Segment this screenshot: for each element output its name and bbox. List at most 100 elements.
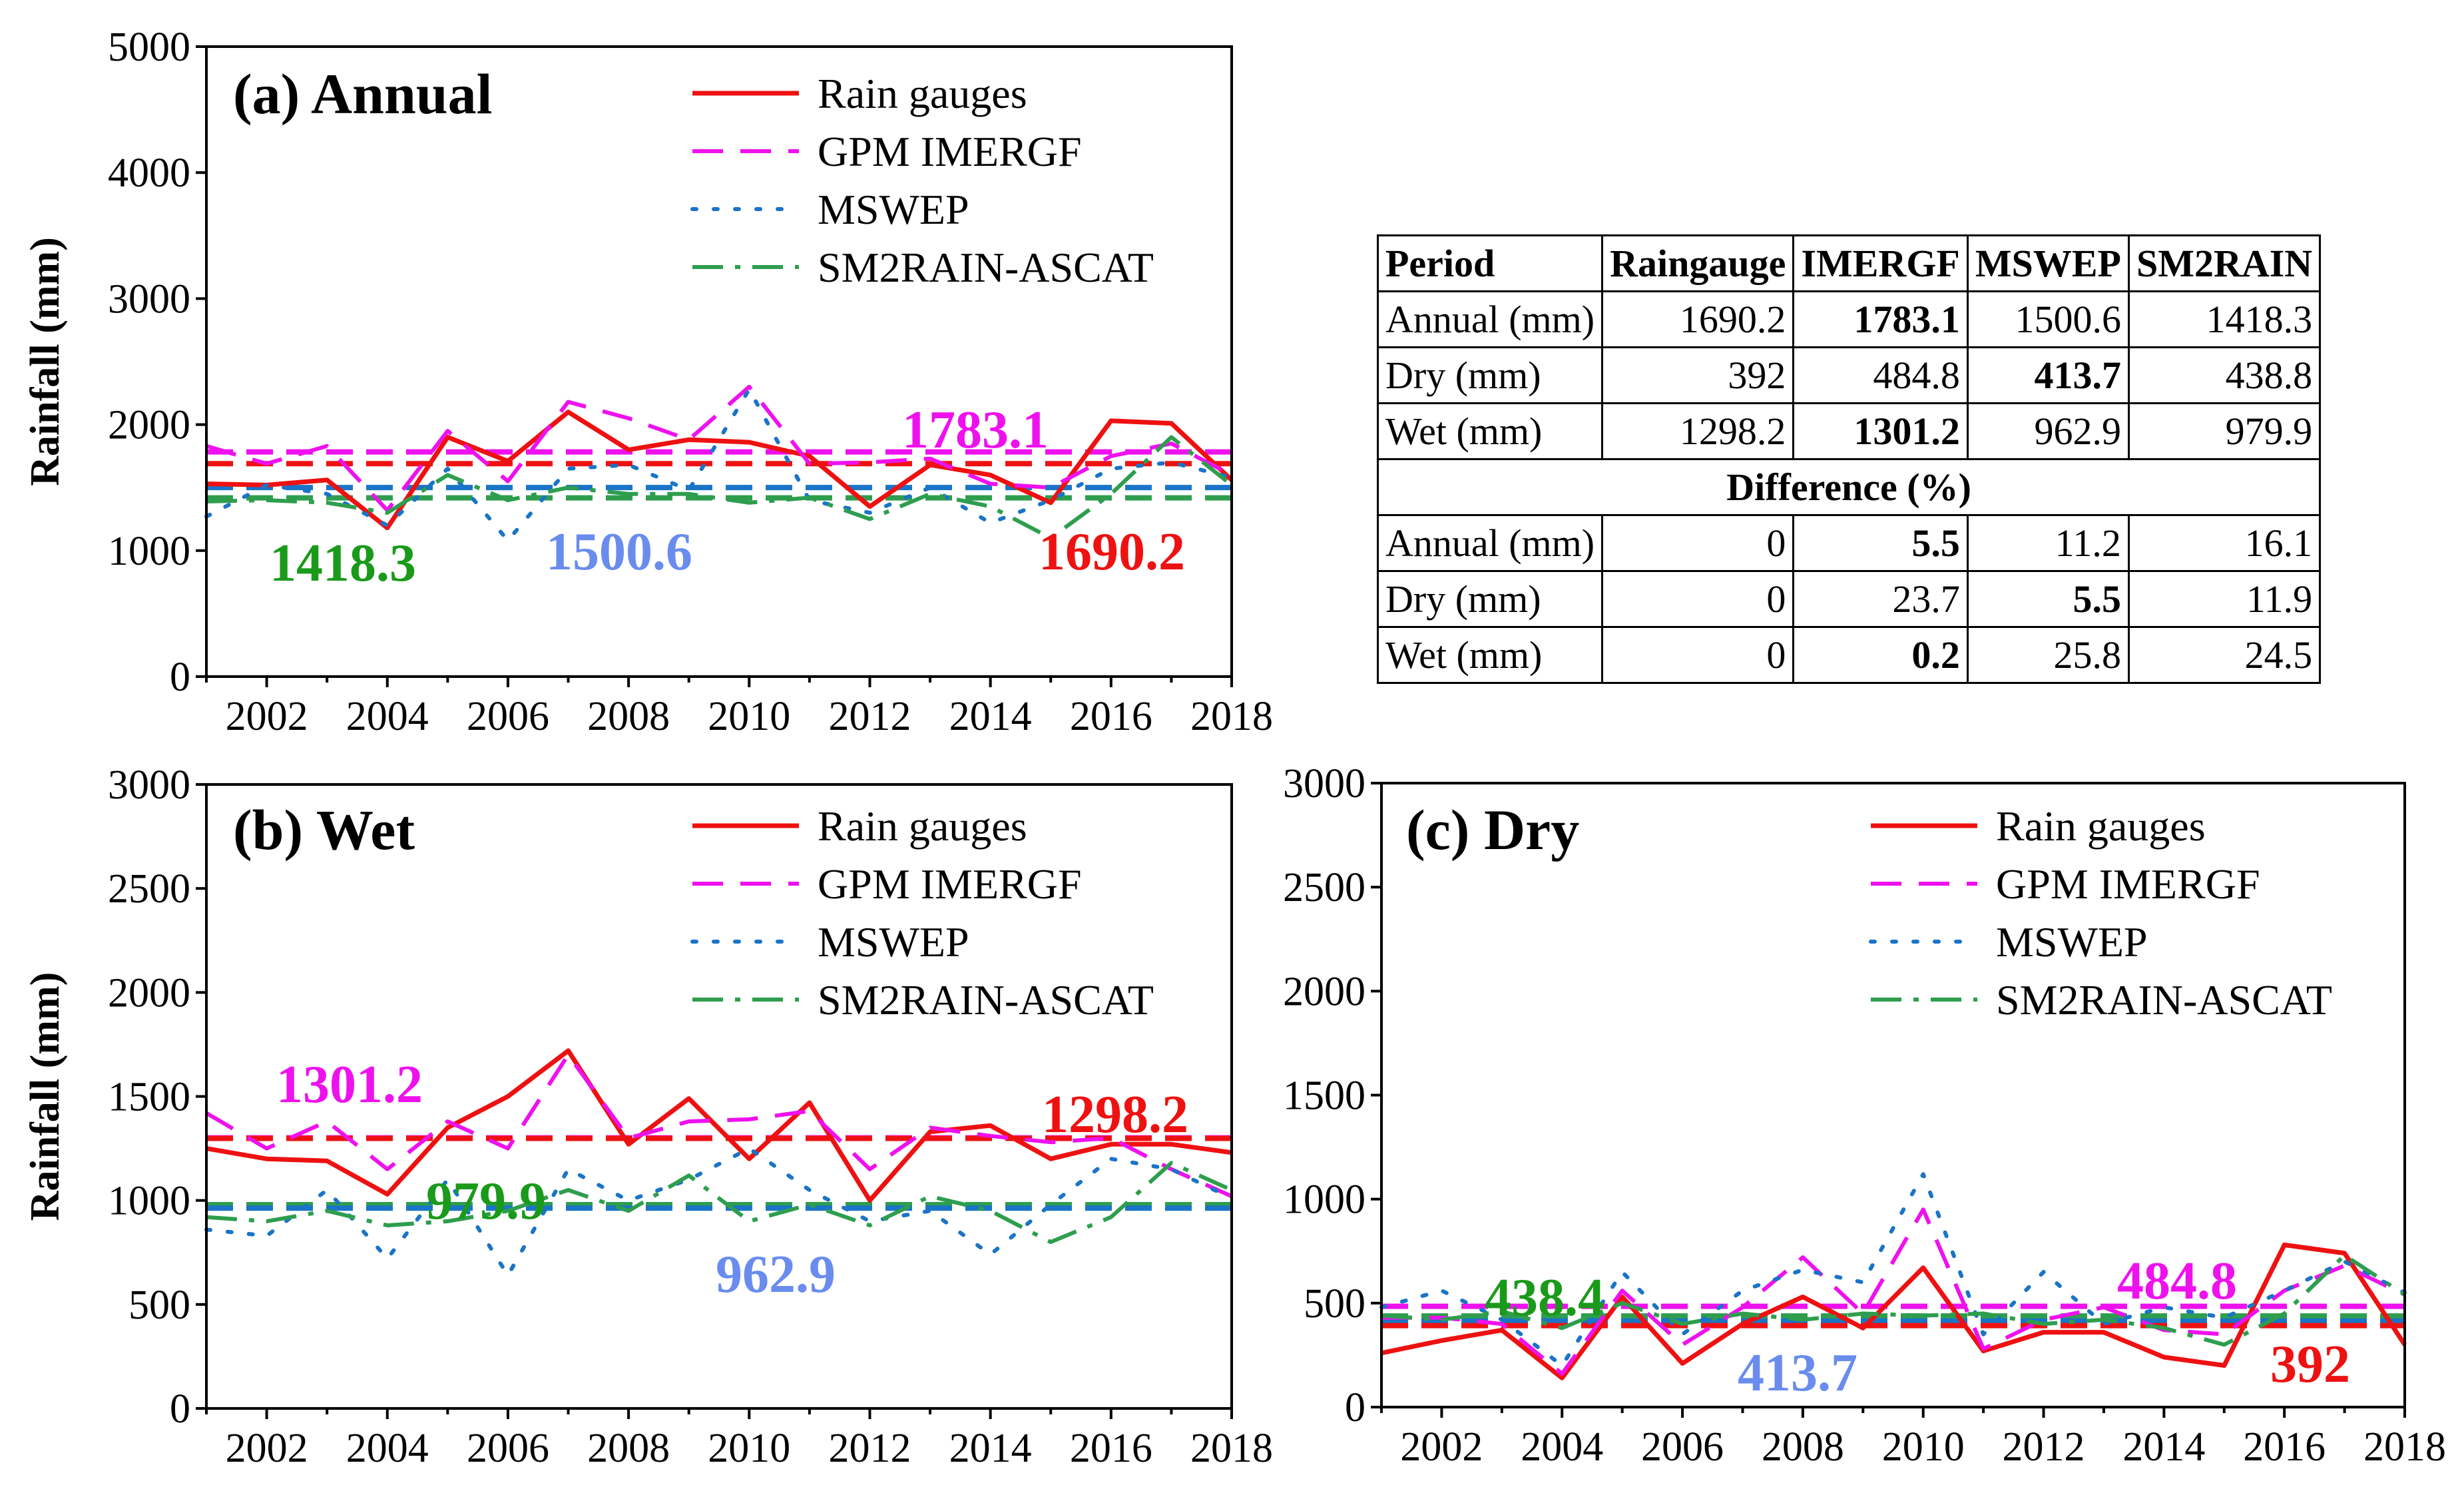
y-tick-label: 1000 xyxy=(1283,1177,1365,1223)
table-row: Wet (mm) 0 0.2 25.8 24.5 xyxy=(1376,626,2322,684)
plot-frame xyxy=(205,45,1233,678)
y-tick-label: 500 xyxy=(1304,1281,1365,1327)
mean-value-annotation: 484.8 xyxy=(2117,1252,2237,1311)
table-row: Annual (mm) 0 5.5 11.2 16.1 xyxy=(1376,514,2322,572)
table-cell: 979.9 xyxy=(2127,402,2322,460)
x-tick-label: 2016 xyxy=(1070,694,1152,739)
legend: Rain gauges GPM IMERGF MSWEP SM2RAIN-ASCAT xyxy=(1869,802,2332,1024)
legend-label: Rain gauges xyxy=(1996,802,2206,850)
table-header-cell: SM2RAIN xyxy=(2127,234,2322,292)
legend: Rain gauges GPM IMERGF MSWEP SM2RAIN-ASCAT xyxy=(690,70,1154,291)
x-tick-label: 2014 xyxy=(949,694,1032,739)
table-cell: 25.8 xyxy=(1966,626,2130,684)
mean-value-annotation: 979.9 xyxy=(426,1172,546,1231)
legend: Rain gauges GPM IMERGF MSWEP SM2RAIN-ASCAT xyxy=(690,802,1154,1024)
table-subheader-row: Difference (%) xyxy=(1376,458,2322,516)
x-tick-label: 2002 xyxy=(226,1426,308,1471)
y-tick-label: 1000 xyxy=(108,1179,190,1224)
y-tick-label: 4000 xyxy=(108,150,190,196)
y-tick-label: 5000 xyxy=(108,25,190,70)
x-tick-label: 2018 xyxy=(1190,694,1273,739)
table-row-label: Annual (mm) xyxy=(1376,514,1604,572)
table-header-cell: IMERGF xyxy=(1792,234,1969,292)
table-cell: 0.2 xyxy=(1792,626,1969,684)
x-tick-label: 2016 xyxy=(1070,1426,1152,1471)
y-tick-label: 2500 xyxy=(108,866,190,912)
mean-value-annotation: 1690.2 xyxy=(1039,523,1185,581)
table-row: Dry (mm) 392 484.8 413.7 438.8 xyxy=(1376,346,2322,404)
mean-value-annotation: 1783.1 xyxy=(902,401,1049,459)
legend-label: GPM IMERGF xyxy=(818,860,1082,908)
x-tick-label: 2012 xyxy=(2003,1424,2085,1470)
series-line-rain-gauges xyxy=(206,1048,1232,1203)
table-row: Dry (mm) 0 23.7 5.5 11.9 xyxy=(1376,570,2322,628)
table-cell: 1418.3 xyxy=(2127,290,2322,348)
x-tick-label: 2010 xyxy=(708,694,790,739)
x-tick-label: 2018 xyxy=(2363,1424,2446,1470)
series-line-gpm-imergf xyxy=(205,1053,1233,1199)
x-tick-label: 2010 xyxy=(708,1426,790,1471)
table-header-row: Period Raingauge IMERGF MSWEP SM2RAIN xyxy=(1376,234,2322,292)
series-line-gpm-imergf xyxy=(206,384,1233,513)
series-line-rain-gauges xyxy=(206,410,1234,531)
legend-label: GPM IMERGF xyxy=(818,128,1082,175)
panel-title: (a) Annual xyxy=(233,62,493,126)
table-cell: 23.7 xyxy=(1792,570,1969,628)
y-tick-label: 2000 xyxy=(108,970,190,1016)
table-cell: 24.5 xyxy=(2127,626,2322,684)
table-row-label: Wet (mm) xyxy=(1376,402,1604,460)
mean-value-annotation: 413.7 xyxy=(1738,1344,1857,1402)
table-cell: 438.8 xyxy=(2127,346,2322,404)
x-tick-label: 2002 xyxy=(226,694,308,739)
table-cell: 1690.2 xyxy=(1601,290,1795,348)
legend-label: Rain gauges xyxy=(818,802,1027,850)
legend-label: SM2RAIN-ASCAT xyxy=(1996,976,2332,1024)
table-cell: 392 xyxy=(1601,346,1795,404)
y-tick-label: 0 xyxy=(170,655,190,700)
mean-value-annotation: 1418.3 xyxy=(270,534,416,593)
mean-value-annotation: 392 xyxy=(2270,1335,2350,1394)
table-cell: 1783.1 xyxy=(1792,290,1969,348)
y-tick-label: 3000 xyxy=(1283,761,1365,806)
legend-label: GPM IMERGF xyxy=(1996,860,2260,908)
x-tick-label: 2004 xyxy=(346,1426,429,1471)
table-row: Wet (mm) 1298.2 1301.2 962.9 979.9 xyxy=(1376,402,2322,460)
series-line-gpm-imergf xyxy=(1381,1207,2406,1376)
panel-0: 0 1000 2000 3000 4000 5000 2002 2004 2006 2008 201… xyxy=(23,25,1273,739)
x-tick-label: 2008 xyxy=(587,1426,670,1471)
table-subheader: Difference (%) xyxy=(1376,458,2322,516)
table-row-label: Wet (mm) xyxy=(1376,626,1604,684)
table-cell: 5.5 xyxy=(1792,514,1969,572)
table-cell: 5.5 xyxy=(1966,570,2130,628)
y-axis-label: Rainfall (mm) xyxy=(23,237,68,486)
series-line-mswep xyxy=(204,1146,1234,1278)
mean-value-annotation: 1500.6 xyxy=(546,523,692,581)
x-tick-label: 2014 xyxy=(949,1426,1032,1471)
x-tick-label: 2006 xyxy=(467,694,549,739)
y-tick-label: 0 xyxy=(1345,1385,1365,1430)
legend-label: MSWEP xyxy=(818,918,969,966)
series-line-mswep xyxy=(204,387,1234,543)
y-tick-label: 1000 xyxy=(108,529,190,574)
panel-title: (c) Dry xyxy=(1406,798,1579,862)
series-line-sm2rain-ascat xyxy=(1381,1253,2406,1347)
x-tick-label: 2006 xyxy=(467,1426,549,1471)
summary-table-head: Period Raingauge IMERGF MSWEP SM2RAIN xyxy=(1376,234,2322,292)
y-tick-label: 2000 xyxy=(108,403,190,448)
x-tick-label: 2002 xyxy=(1400,1424,1483,1470)
table-cell: 0 xyxy=(1601,514,1795,572)
y-tick-label: 0 xyxy=(170,1386,190,1432)
x-tick-label: 2010 xyxy=(1882,1424,1965,1470)
x-tick-label: 2016 xyxy=(2243,1424,2326,1470)
table-row-label: Annual (mm) xyxy=(1376,290,1604,348)
legend-label: MSWEP xyxy=(818,186,969,233)
table-cell: 11.9 xyxy=(2127,570,2322,628)
x-tick-label: 2004 xyxy=(1521,1424,1603,1470)
table-header-cell: Raingauge xyxy=(1601,234,1795,292)
table-row-label: Dry (mm) xyxy=(1376,570,1604,628)
table-cell: 1298.2 xyxy=(1601,402,1795,460)
table-cell: 1301.2 xyxy=(1792,402,1969,460)
mean-value-annotation: 438.4 xyxy=(1485,1269,1604,1327)
legend-label: MSWEP xyxy=(1996,918,2148,966)
